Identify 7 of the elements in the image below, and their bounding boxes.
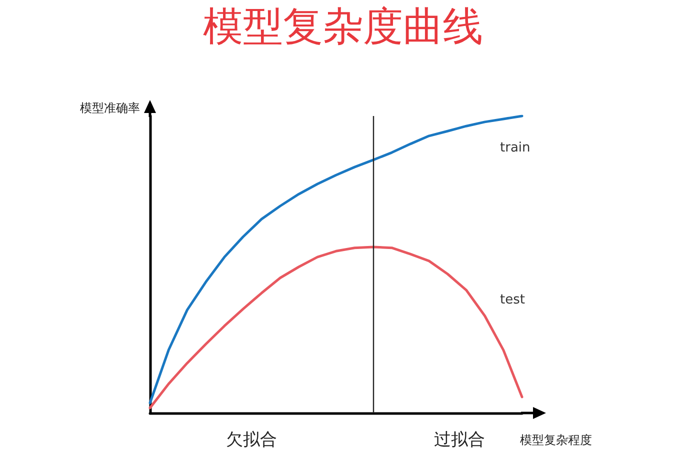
x-axis-title: 模型复杂程度: [520, 433, 592, 447]
text: 过拟合: [434, 430, 486, 450]
series-label: test: [500, 292, 525, 308]
text: 欠拟合: [226, 430, 278, 450]
series-label: train: [500, 140, 530, 156]
y-axis-title: 模型准确率: [80, 101, 140, 115]
chart-title: 模型复杂度曲线: [203, 4, 483, 50]
